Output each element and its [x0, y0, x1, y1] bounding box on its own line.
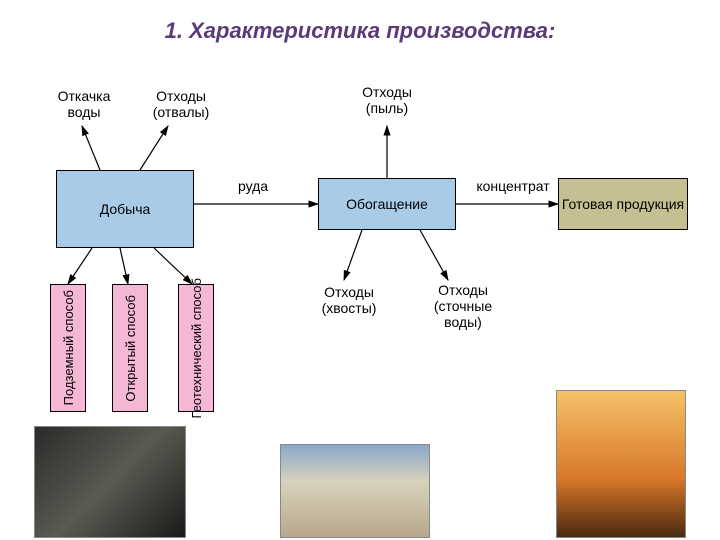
box-product: Готовая продукция — [558, 178, 688, 230]
method-geotech: Геотехнический способ — [178, 284, 214, 412]
label-ore: руда — [218, 178, 288, 194]
ann-water-pump: Откачка воды — [44, 88, 124, 120]
label-concentrate: концентрат — [468, 178, 558, 194]
box-mining-label: Добыча — [100, 201, 151, 217]
box-enrichment: Обогащение — [318, 178, 456, 230]
photo-drilling-rig — [556, 390, 686, 538]
photo-mine-tunnel — [34, 426, 186, 538]
ann-waste-dust: Отходы (пыль) — [342, 84, 432, 116]
method-underground: Подземный способ — [50, 284, 86, 412]
photo-open-pit — [280, 444, 430, 538]
box-enrichment-label: Обогащение — [346, 196, 428, 212]
method-open: Открытый способ — [112, 284, 148, 412]
page-title: 1. Характеристика производства: — [0, 18, 720, 44]
ann-waste-dumps: Отходы (отвалы) — [136, 88, 226, 120]
box-mining: Добыча — [56, 170, 194, 248]
method-geotech-label: Геотехнический способ — [189, 278, 204, 418]
box-product-label: Готовая продукция — [562, 196, 684, 212]
method-open-label: Открытый способ — [123, 295, 138, 402]
ann-waste-tails: Отходы (хвосты) — [304, 284, 394, 316]
ann-waste-water: Отходы (сточные воды) — [418, 282, 508, 330]
method-underground-label: Подземный способ — [61, 290, 76, 405]
